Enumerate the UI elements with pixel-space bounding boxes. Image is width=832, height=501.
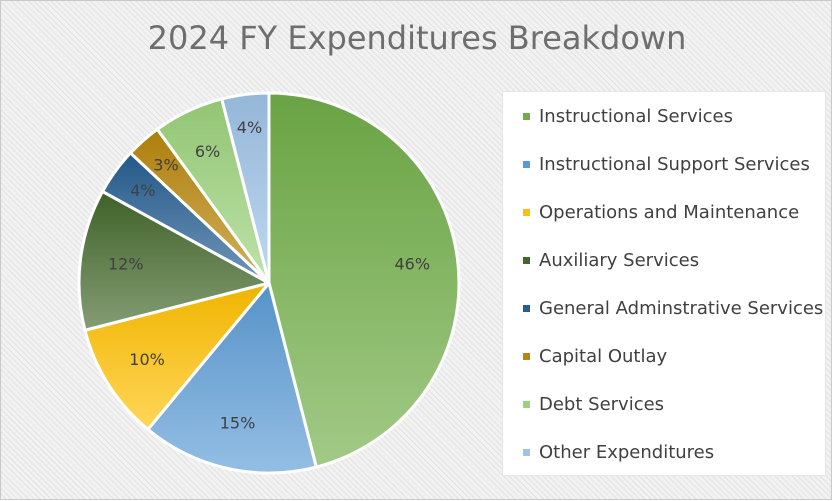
legend-label: Auxiliary Services (539, 249, 700, 271)
data-label-8: 4% (237, 118, 262, 137)
legend-label: General Adminstrative Services (539, 297, 824, 319)
legend-item: Operations and Maintenance (523, 201, 800, 223)
legend-swatch (523, 112, 530, 120)
legend-swatch (523, 256, 530, 264)
data-label-4: 12% (108, 254, 144, 273)
data-label-6: 3% (153, 156, 178, 175)
legend-item: Instructional Support Services (523, 153, 810, 175)
legend-item: General Adminstrative Services (523, 297, 824, 319)
legend-label: Capital Outlay (539, 345, 668, 367)
legend-swatch (523, 352, 530, 360)
legend-swatch (523, 304, 530, 312)
legend-label: Operations and Maintenance (539, 201, 800, 223)
pie-slice-8 (220, 91, 271, 285)
data-label-2: 15% (220, 413, 256, 432)
legend-label: Debt Services (539, 393, 665, 415)
legend-label: Instructional Support Services (539, 153, 810, 175)
legend-item: Other Expenditures (523, 441, 715, 463)
legend-swatch (523, 448, 530, 456)
chart-legend: Instructional Services Instructional Supp… (502, 91, 826, 476)
pie-slice-2 (146, 281, 318, 475)
pie-slice-4 (77, 189, 271, 332)
legend-label: Instructional Services (539, 105, 733, 127)
legend-swatch (523, 400, 530, 408)
legend-item: Auxiliary Services (523, 249, 700, 271)
data-label-5: 4% (130, 181, 155, 200)
pie-slice-1 (267, 91, 461, 469)
legend-item: Debt Services (523, 393, 665, 415)
data-label-3: 10% (129, 350, 165, 369)
legend-item: Capital Outlay (523, 345, 668, 367)
chart-title: 2024 FY Expenditures Breakdown (147, 19, 687, 57)
legend-item: Instructional Services (523, 105, 733, 127)
data-label-1: 46% (394, 254, 430, 273)
legend-swatch (523, 208, 530, 216)
legend-label: Other Expenditures (539, 441, 715, 463)
legend-swatch (523, 160, 530, 168)
data-label-7: 6% (195, 142, 220, 161)
